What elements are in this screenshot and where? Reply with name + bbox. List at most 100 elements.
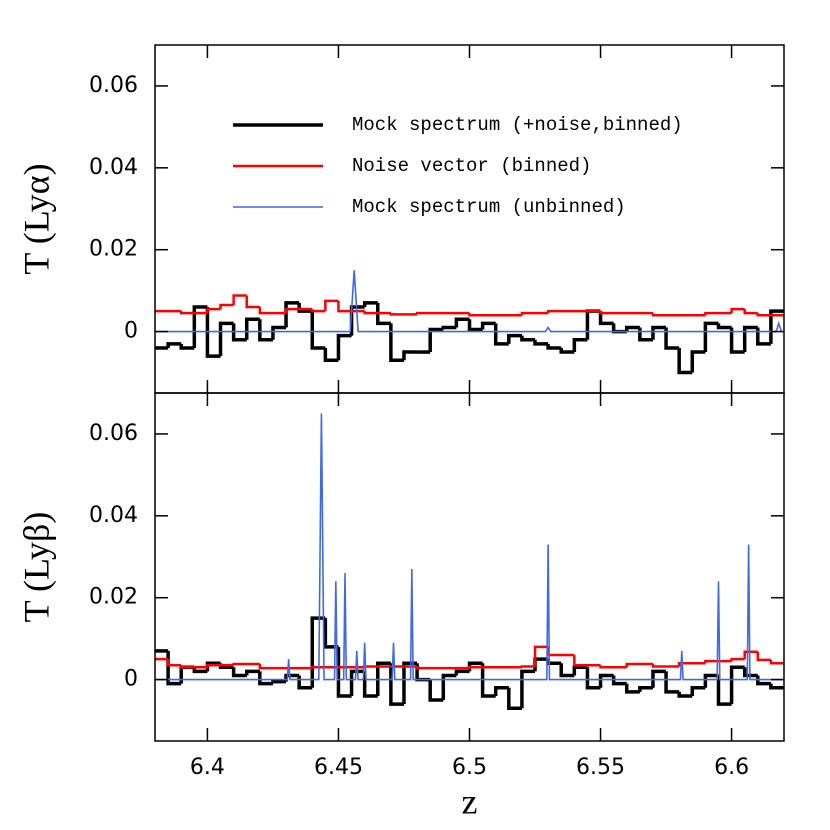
step-segment: [179, 343, 195, 350]
step-segment: [468, 313, 522, 317]
step-segment: [690, 686, 706, 696]
step-segment: [769, 659, 784, 665]
step-segment: [244, 317, 260, 340]
y-tick-label: 0.02: [89, 585, 138, 610]
step-segment: [559, 663, 575, 678]
step-segment: [664, 327, 680, 350]
step-segment: [454, 669, 470, 676]
step-segment: [533, 339, 549, 346]
step-segment: [389, 663, 404, 706]
step-segment: [310, 616, 326, 688]
step-segment: [599, 665, 627, 669]
step-segment: [179, 665, 208, 669]
x-tick-label: 6.4: [190, 755, 225, 780]
plot-frame: [154, 392, 785, 742]
step-segment: [284, 307, 313, 314]
step-segment: [415, 666, 470, 670]
step-segment: [480, 321, 496, 330]
step-segment: [507, 687, 522, 710]
step-segment: [677, 347, 693, 375]
step-segment: [585, 309, 601, 340]
step-segment: [730, 657, 745, 662]
step-segment: [704, 311, 732, 316]
step-segment: [664, 671, 680, 694]
step-segment: [311, 309, 326, 313]
step-segment: [546, 309, 601, 314]
step-segment: [716, 323, 732, 330]
step-segment: [756, 313, 784, 317]
step-segment: [454, 317, 470, 328]
step-segment: [507, 333, 522, 344]
step-segment: [271, 325, 287, 340]
step-segment: [402, 350, 418, 361]
step-segment: [559, 347, 575, 354]
step-segment: [415, 311, 470, 315]
step-segment: [179, 311, 208, 315]
step-segment: [297, 675, 313, 690]
step-segment: [625, 325, 640, 332]
step-segment: [166, 650, 182, 686]
step-segment: [651, 325, 667, 340]
y-tick-label: 0.04: [89, 155, 138, 180]
y-axis-label: T (Lyα): [16, 163, 56, 274]
step-segment: [743, 309, 758, 315]
step-segment: [271, 679, 287, 684]
step-segment: [218, 321, 234, 357]
legend-label: Noise vector (binned): [352, 155, 591, 177]
y-tick-label: 0.06: [89, 73, 138, 98]
step-segment: [572, 338, 588, 353]
step-segment: [219, 303, 234, 310]
step-segment: [323, 618, 339, 649]
step-segment: [716, 675, 732, 706]
step-segment: [206, 307, 221, 314]
step-segment: [493, 323, 509, 346]
step-segment: [520, 335, 536, 342]
step-segment: [192, 305, 208, 348]
step-segment: [546, 659, 562, 665]
step-segment: [362, 301, 378, 308]
step-segment: [677, 691, 693, 698]
step-segment: [258, 671, 273, 686]
step-segment: [311, 666, 365, 669]
step-segment: [611, 323, 627, 334]
step-segment: [376, 302, 391, 326]
step-segment: [625, 683, 640, 694]
step-segment: [756, 651, 771, 662]
legend-label: Mock spectrum (unbinned): [352, 196, 626, 218]
step-segment: [546, 646, 575, 657]
step-segment: [310, 311, 326, 350]
step-segment: [428, 679, 444, 702]
step-segment: [179, 665, 195, 684]
y-tick-label: 0.06: [89, 421, 138, 446]
step-segment: [533, 645, 549, 667]
x-tick-label: 6.6: [714, 755, 749, 780]
step-segment: [258, 307, 287, 315]
step-segment: [625, 662, 653, 668]
x-tick-label: 6.45: [314, 755, 363, 780]
y-tick-label: 0: [124, 319, 138, 344]
step-segment: [742, 667, 758, 678]
step-segment: [480, 663, 496, 698]
step-segment: [232, 294, 247, 305]
y-tick-label: 0: [124, 667, 138, 692]
step-segment: [192, 667, 208, 674]
x-tick-label: 6.5: [452, 755, 487, 780]
step-segment: [349, 669, 365, 696]
step-segment: [493, 686, 509, 696]
step-segment: [323, 347, 339, 362]
step-segment: [573, 655, 601, 667]
step-segment: [337, 300, 365, 313]
step-segment: [231, 323, 247, 342]
plot-frame: [154, 44, 785, 394]
y-tick-label: 0.04: [89, 503, 138, 528]
step-segment: [598, 673, 614, 688]
step-segment: [769, 309, 784, 344]
step-segment: [704, 659, 732, 664]
spectrum-line: [155, 270, 784, 333]
step-segment: [756, 327, 771, 346]
step-segment: [297, 302, 313, 313]
step-segment: [703, 321, 719, 353]
step-segment: [703, 673, 719, 688]
step-segment: [284, 301, 300, 328]
step-segment: [598, 311, 614, 326]
